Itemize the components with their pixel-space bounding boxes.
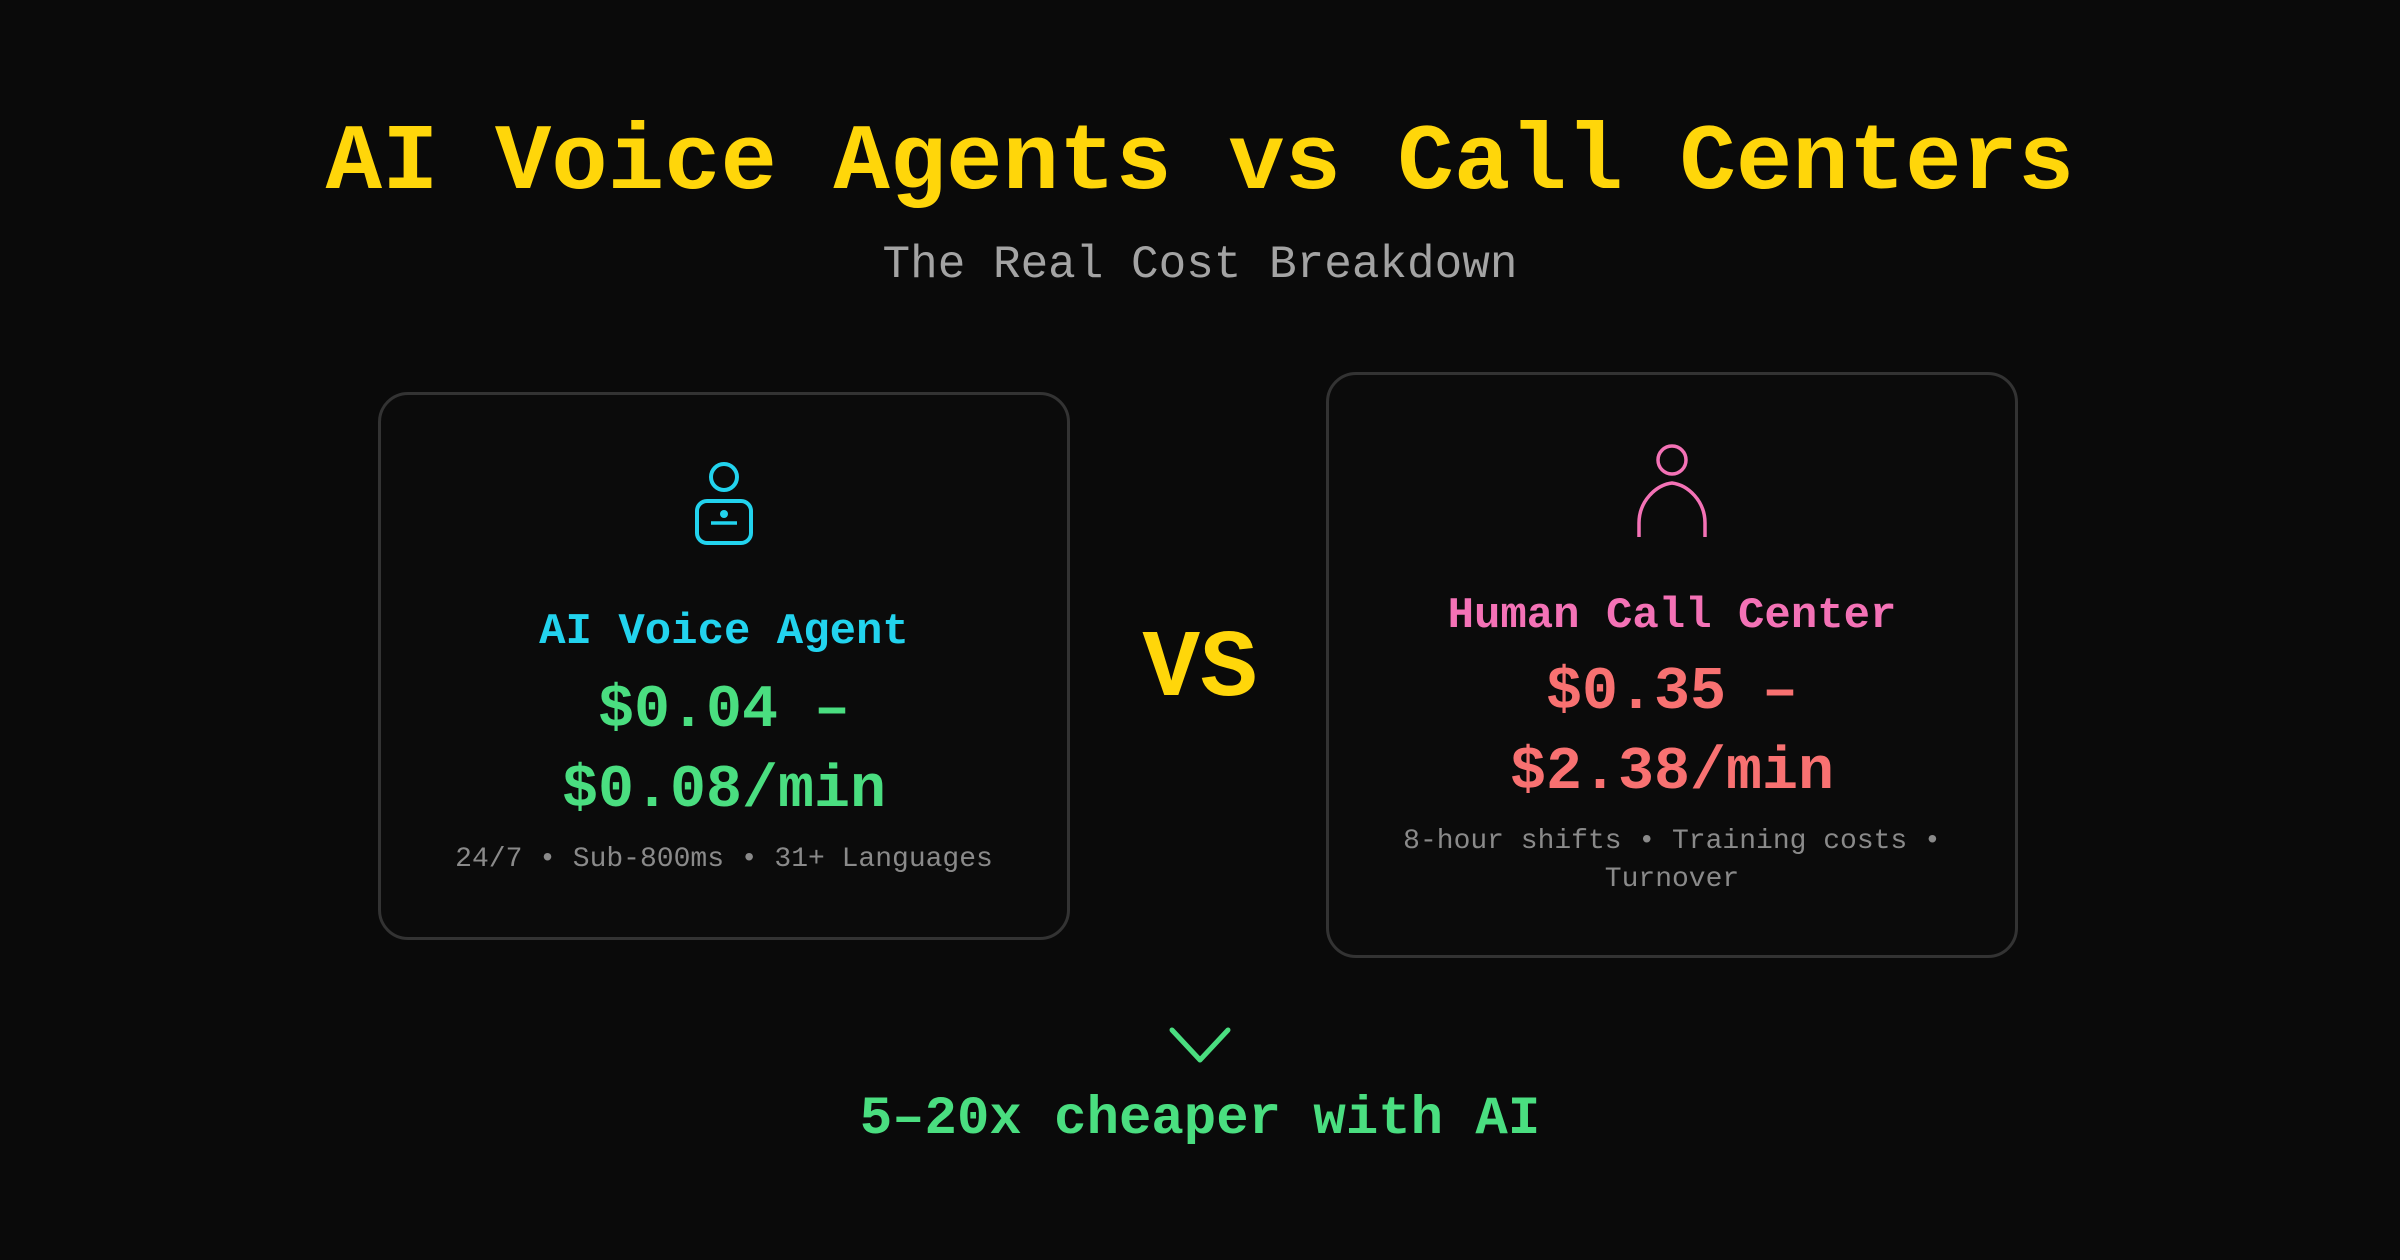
human-call-center-card: Human Call Center $0.35 – $2.38/min 8-ho… bbox=[1326, 372, 2018, 958]
card-features: 24/7 • Sub-800ms • 31+ Languages bbox=[455, 844, 993, 875]
chevron-down-icon bbox=[1169, 1027, 1231, 1063]
vs-label: VS bbox=[1142, 615, 1258, 724]
page-title: AI Voice Agents vs Call Centers bbox=[325, 111, 2075, 217]
robot-agent-icon bbox=[695, 462, 753, 545]
savings-tagline: 5–20x cheaper with AI bbox=[859, 1089, 1541, 1150]
price-max: $0.08/min bbox=[561, 757, 887, 825]
price-min: $0.35 – bbox=[1545, 659, 1799, 727]
price-min: $0.04 – bbox=[597, 677, 851, 745]
price-max: $2.38/min bbox=[1509, 739, 1835, 807]
page-subtitle: The Real Cost Breakdown bbox=[882, 239, 1518, 291]
ai-voice-agent-card: AI Voice Agent $0.04 – $0.08/min 24/7 • … bbox=[378, 392, 1070, 940]
person-icon bbox=[1637, 444, 1707, 537]
card-features: 8-hour shifts • Training costs • Turnove… bbox=[1403, 826, 1941, 895]
card-title: AI Voice Agent bbox=[539, 607, 909, 657]
card-title: Human Call Center bbox=[1447, 591, 1897, 641]
